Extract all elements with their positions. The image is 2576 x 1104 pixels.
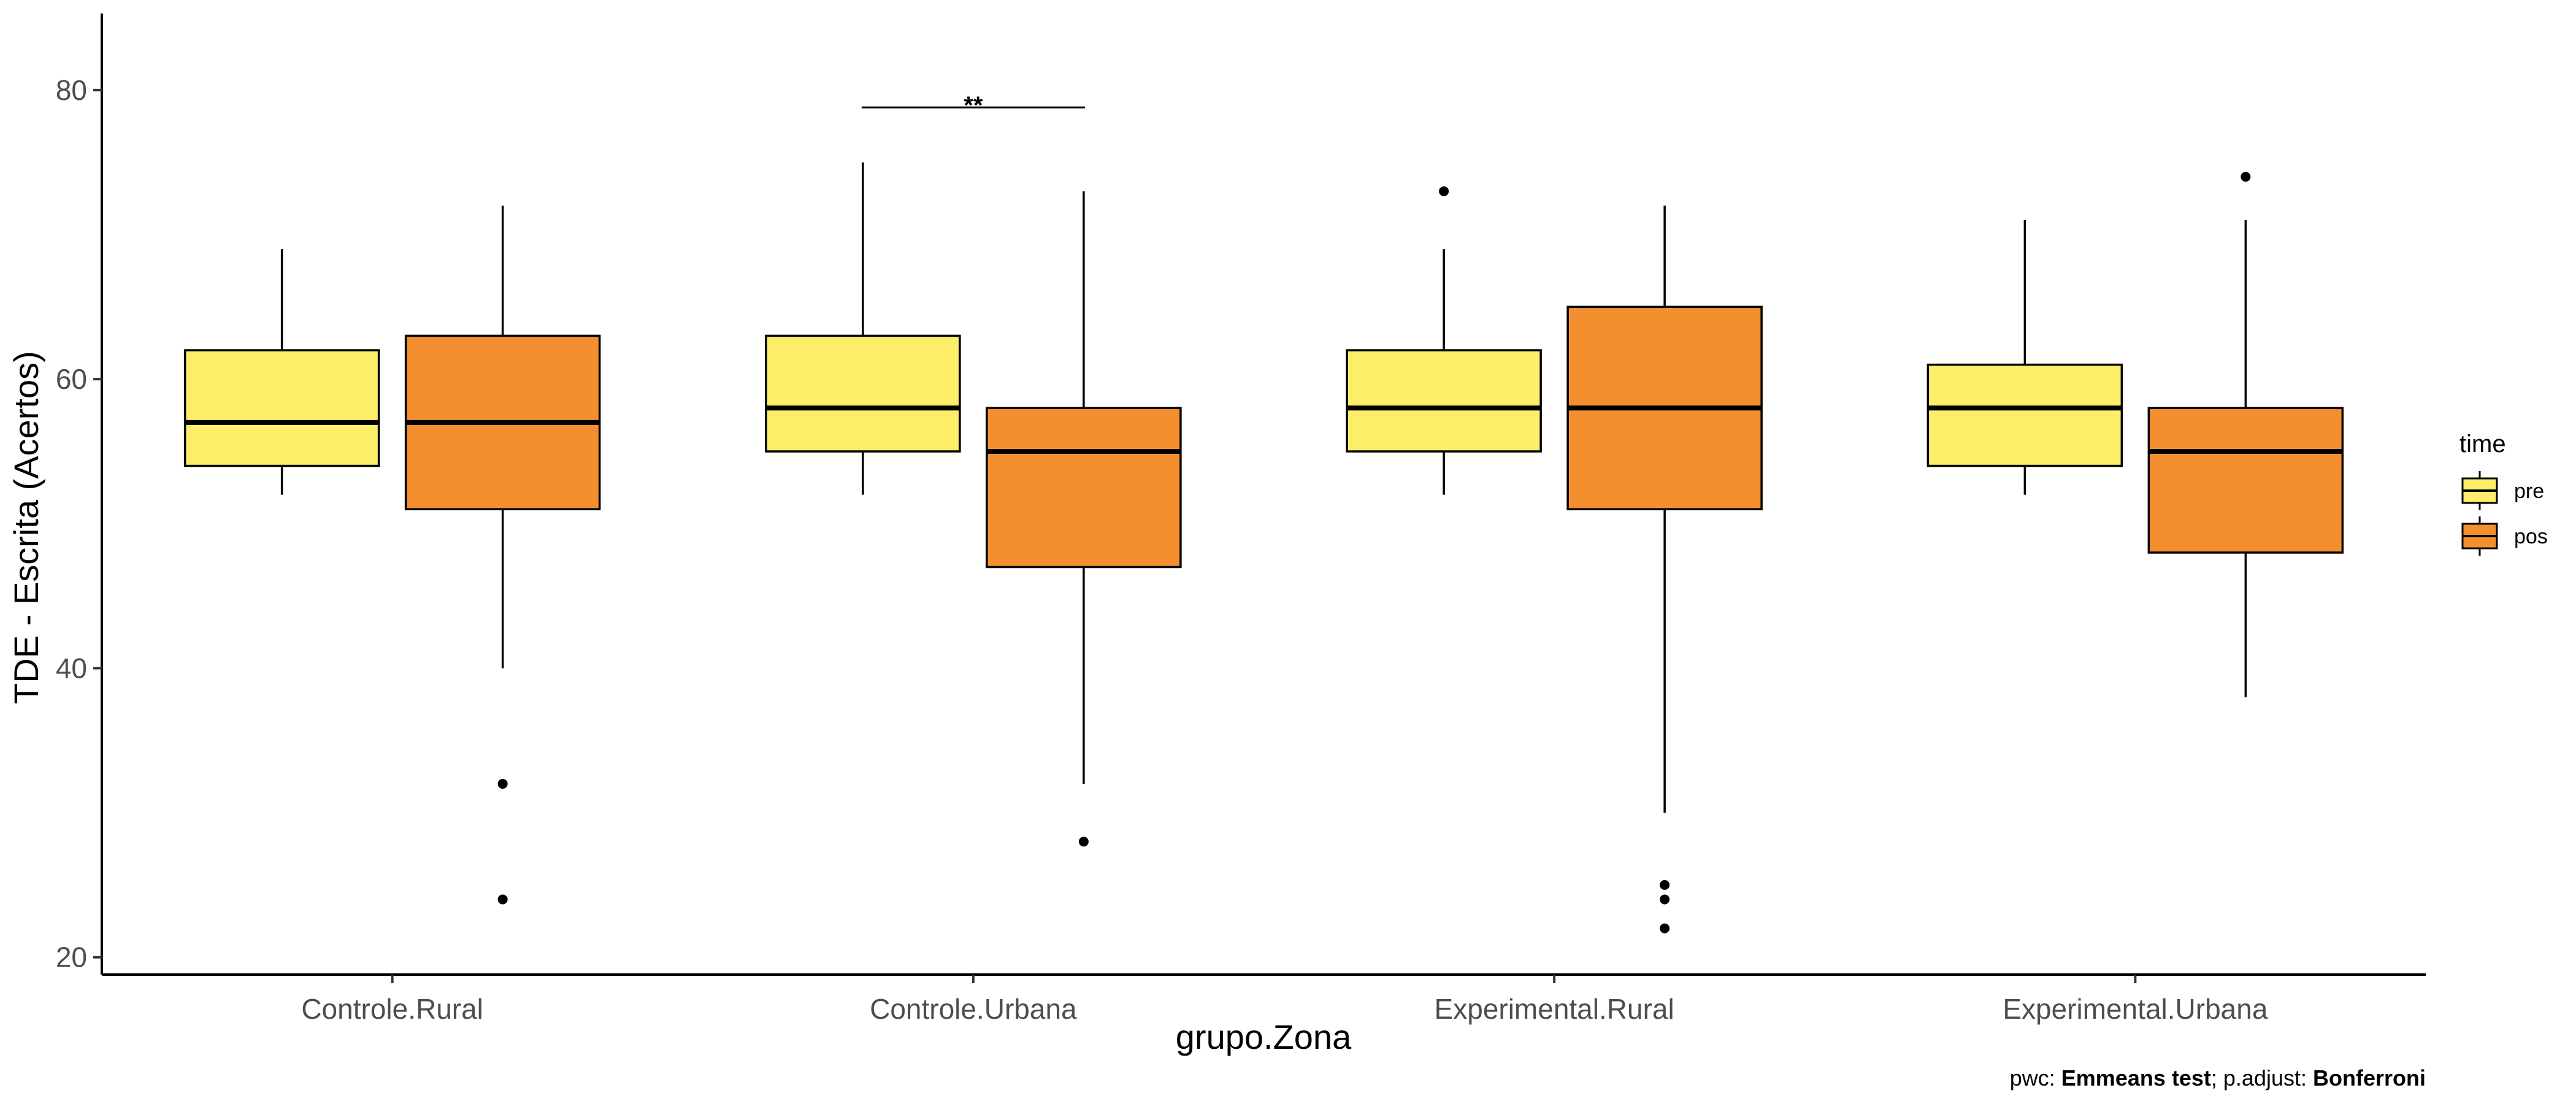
y-tick-label: 20 [56, 941, 87, 973]
caption-adjust: Bonferroni [2313, 1065, 2426, 1091]
outlier-point [497, 894, 508, 905]
caption-middle: ; p.adjust: [2211, 1065, 2313, 1091]
box-pre [1926, 363, 2123, 467]
outlier-point [1660, 894, 1670, 905]
box-pre [765, 334, 961, 453]
outlier-point [2241, 172, 2251, 182]
plot-area: 20 40 60 80 Controle.Rural Controle.Urbana Exp… [56, 13, 2426, 1025]
caption-test: Emmeans test [2061, 1065, 2211, 1091]
x-tick-label: Experimental.Urbana [2003, 993, 2268, 1025]
outlier-point [1078, 837, 1089, 847]
significance-label: ** [964, 92, 983, 119]
x-axis-title: grupo.Zona [1176, 1018, 1352, 1056]
x-tick-label: Experimental.Rural [1435, 993, 1674, 1025]
caption-prefix: pwc: [2010, 1065, 2061, 1091]
outlier-point [1660, 923, 1670, 933]
legend-title: time [2459, 431, 2506, 458]
y-tick-label: 40 [56, 652, 87, 684]
x-tick-label: Controle.Urbana [870, 993, 1077, 1025]
box-pre [183, 349, 380, 467]
legend-label-pre: pre [2514, 480, 2544, 503]
x-tick-label: Controle.Rural [301, 993, 483, 1025]
box-pos [2147, 407, 2344, 554]
y-axis-title: TDE - Escrita (Acertos) [7, 351, 45, 704]
y-tick-label: 60 [56, 363, 87, 395]
outlier-point [497, 778, 508, 789]
outlier-point [1660, 880, 1670, 890]
legend: time pre pos [2459, 431, 2548, 556]
box-pre [1346, 349, 1542, 453]
outlier-point [1439, 186, 1449, 196]
legend-label-pos: pos [2514, 525, 2548, 548]
box-pos [986, 407, 1182, 569]
caption: pwc: Emmeans test; p.adjust: Bonferroni [2010, 1065, 2426, 1091]
y-tick-label: 80 [56, 74, 87, 106]
